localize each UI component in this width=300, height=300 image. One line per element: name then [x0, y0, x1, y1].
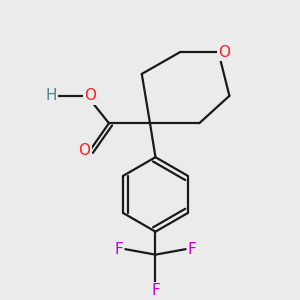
Text: O: O [84, 88, 96, 104]
Text: H: H [46, 88, 57, 104]
Text: F: F [151, 283, 160, 298]
Text: O: O [218, 45, 230, 60]
Text: O: O [78, 143, 90, 158]
Text: F: F [114, 242, 123, 257]
Text: F: F [188, 242, 197, 257]
